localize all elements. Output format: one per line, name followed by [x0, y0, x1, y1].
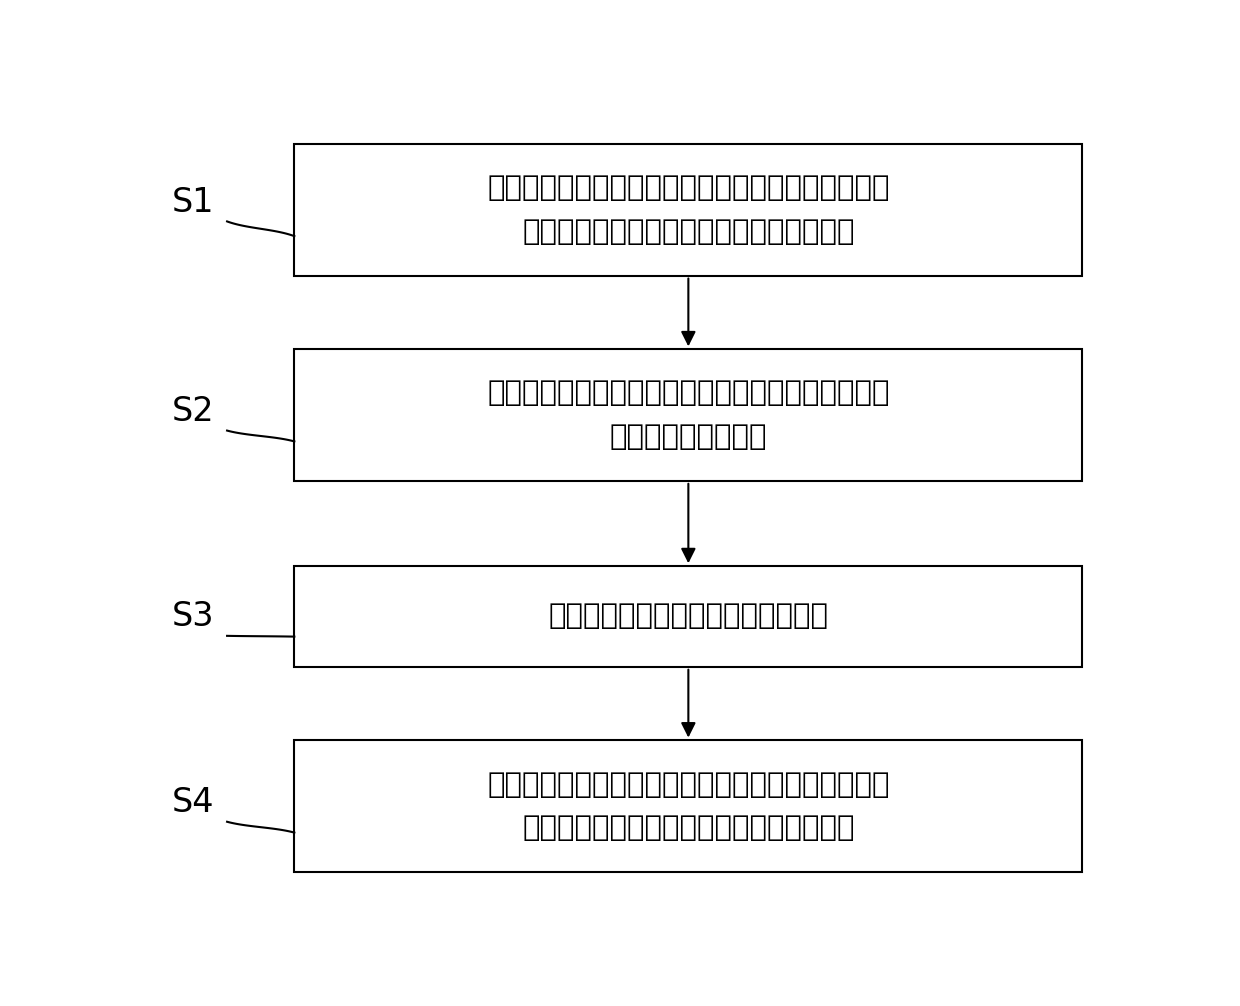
Text: S3: S3: [172, 600, 215, 633]
Text: 外推测量频段外的待测材料板的反射率，计算待测材
料板的相移，解算待测材料板的复介电参数: 外推测量频段外的待测材料板的反射率，计算待测材 料板的相移，解算待测材料板的复介…: [487, 771, 889, 842]
Bar: [294, 349, 1083, 481]
Text: S1: S1: [172, 185, 215, 218]
Bar: [294, 740, 1083, 872]
Text: S2: S2: [172, 394, 215, 428]
Bar: [294, 144, 1083, 276]
Bar: [294, 566, 1083, 667]
Text: 分别测量参考板和待测材料板在同一设定入射角度下
反射的太赫兹波能量: 分别测量参考板和待测材料板在同一设定入射角度下 反射的太赫兹波能量: [487, 379, 889, 451]
Text: 太赫兹波透射测量获得参考板的折射率和消光系数，
计算参考板在设定入射角度下反射的反射率: 太赫兹波透射测量获得参考板的折射率和消光系数， 计算参考板在设定入射角度下反射的…: [487, 174, 889, 245]
Text: 计算待测材料板在测量频段的反射率: 计算待测材料板在测量频段的反射率: [548, 603, 828, 631]
Text: S4: S4: [172, 786, 215, 819]
